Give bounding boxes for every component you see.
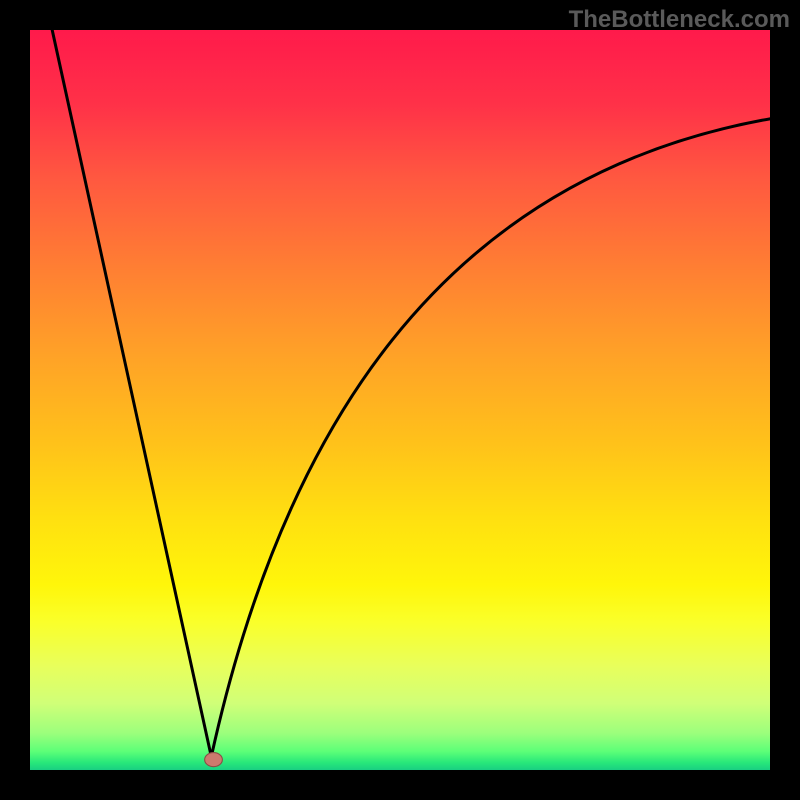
chart-svg	[30, 30, 770, 770]
chart-plot-area	[30, 30, 770, 770]
minimum-marker	[205, 753, 223, 767]
chart-background-gradient	[30, 30, 770, 770]
watermark-text: TheBottleneck.com	[569, 6, 790, 34]
